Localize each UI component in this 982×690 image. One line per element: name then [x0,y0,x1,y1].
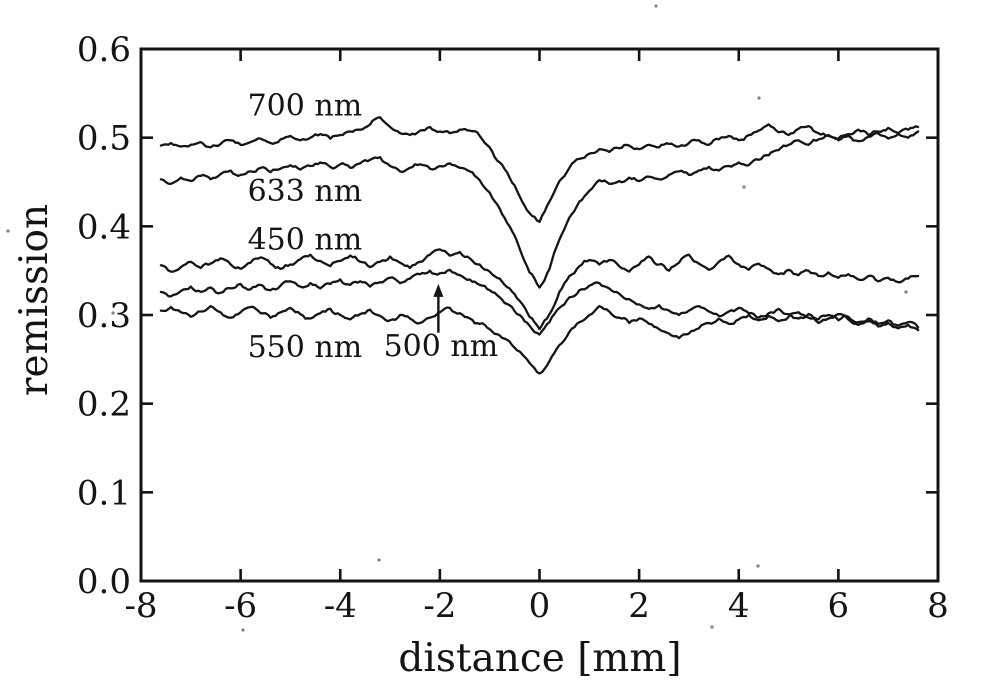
y-tick-label: 0.5 [77,119,131,159]
y-tick-label: 0.3 [77,296,131,336]
y-tick-label: 0.4 [77,207,131,247]
y-tick-label: 0.0 [77,562,131,602]
x-tick-label: 0 [529,586,551,626]
curve-450nm [159,248,920,331]
scan-speck [904,290,908,294]
scan-speck [111,311,115,315]
plot-border [139,47,940,583]
x-tick-label: -6 [224,586,257,626]
curve-500nm [159,268,920,336]
series-label-500nm: 500 nm [384,329,499,364]
series-label-550nm: 550 nm [248,330,363,365]
scan-speck [6,229,10,233]
chart-generated-content: -8 -6 -4 -2 0 2 4 6 8 0.0 0.1 0.2 0.3 0.4 0.5 0.6 700 nm… [6,4,949,632]
x-tick-label: 2 [628,586,650,626]
scan-speck [654,4,658,8]
series-label-450nm: 450 nm [248,223,363,258]
scan-speck [377,558,381,562]
x-tick-label: -8 [124,586,157,626]
series-label-633nm: 633 nm [248,174,363,209]
curve-633nm [159,130,920,289]
x-tick-label: 6 [828,586,850,626]
x-tick-label: -2 [423,586,456,626]
scan-speck [241,628,245,632]
series-label-700nm: 700 nm [248,89,363,124]
x-tick-label: 4 [728,586,750,626]
scan-speck [756,564,760,568]
y-tick-label: 0.2 [77,385,131,425]
scan-speck [710,625,714,629]
x-tick-label: -4 [324,586,357,626]
curve-550nm [159,304,920,375]
y-axis-title: remission [12,204,57,396]
y-tick-label: 0.6 [77,30,131,70]
x-tick-label: 8 [927,586,949,626]
y-tick-label: 0.1 [77,473,131,513]
x-axis-title: distance [mm] [398,636,681,681]
curve-700nm [159,116,920,224]
annotation-arrow-head [433,283,444,297]
scan-speck [742,185,746,189]
scan-speck [757,96,761,100]
